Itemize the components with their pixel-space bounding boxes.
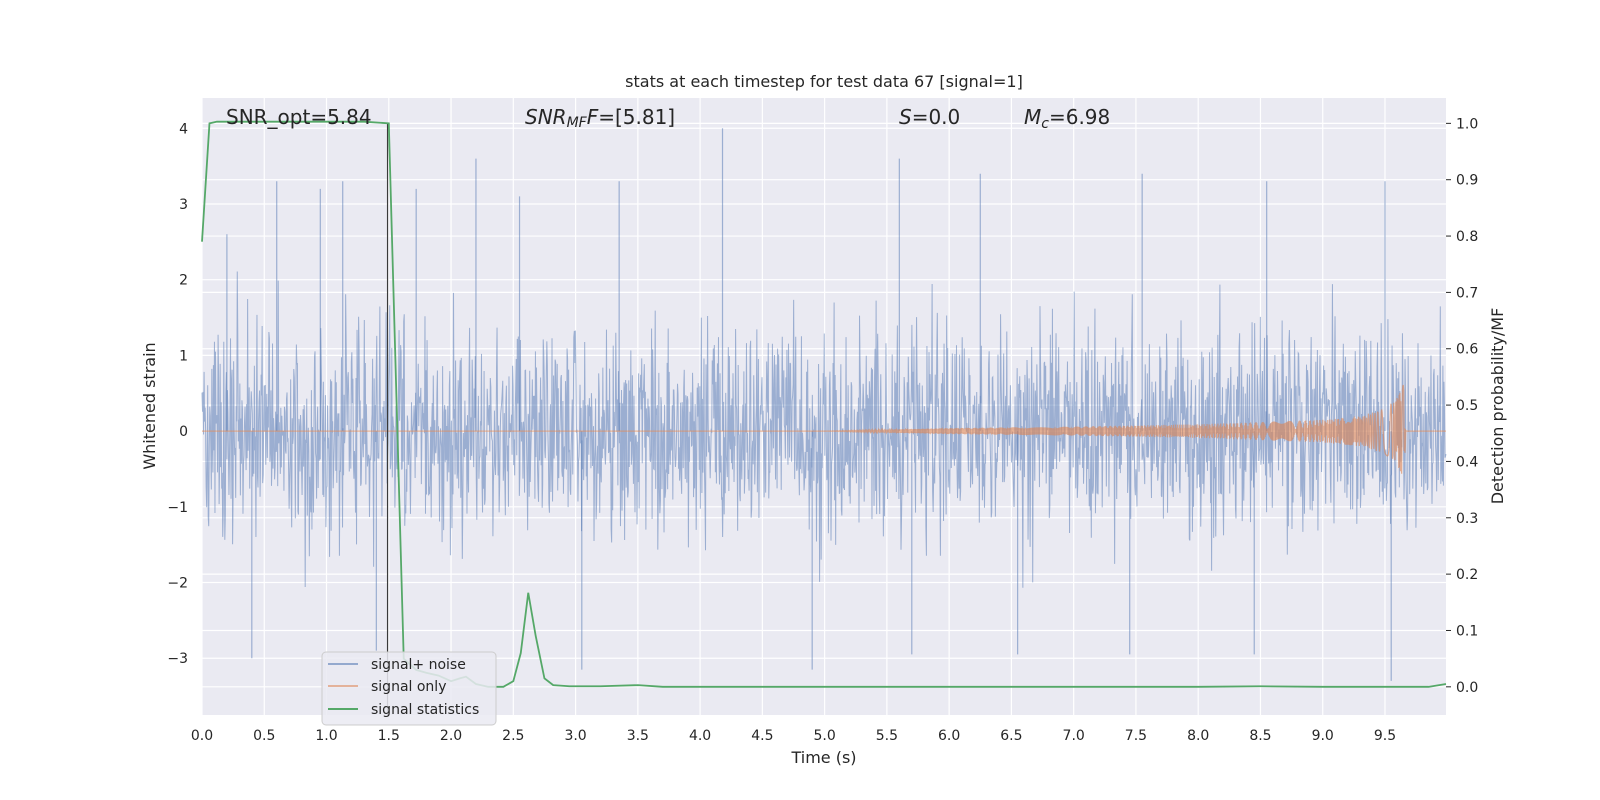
x-tick-label: 4.5 bbox=[751, 728, 773, 744]
x-tick-label: 2.0 bbox=[440, 728, 462, 744]
x-tick-label: 5.5 bbox=[876, 728, 898, 744]
signal-statistics-series bbox=[201, 120, 1447, 688]
y-tick-label: 3 bbox=[179, 197, 188, 213]
y-tick-label: −1 bbox=[167, 500, 188, 516]
y-right-tick-label: 0.9 bbox=[1456, 173, 1478, 189]
y-right-tick-label: 0.5 bbox=[1456, 398, 1478, 414]
signal-only-series bbox=[202, 384, 1446, 474]
annotation-mc: Mc=6.98 bbox=[1024, 105, 1110, 132]
x-tick-label: 1.0 bbox=[315, 728, 337, 744]
x-tick-label: 3.5 bbox=[627, 728, 649, 744]
signal-only-line bbox=[202, 384, 1446, 474]
x-tick-label: 9.0 bbox=[1312, 728, 1334, 744]
x-axis-label: Time (s) bbox=[790, 748, 856, 767]
y-right-tick-label: 0.4 bbox=[1456, 454, 1478, 470]
y-tick-label: 2 bbox=[179, 273, 188, 289]
x-tick-label: 4.0 bbox=[689, 728, 711, 744]
x-tick-label: 6.0 bbox=[938, 728, 960, 744]
annotation-s: S=0.0 bbox=[899, 105, 960, 129]
x-tick-label: 6.5 bbox=[1000, 728, 1022, 744]
y-axis-label: Whitened strain bbox=[140, 342, 159, 469]
x-tick-label: 1.5 bbox=[378, 728, 400, 744]
y-right-tick-label: 0.1 bbox=[1456, 623, 1478, 639]
legend-label-signal-noise: signal+ noise bbox=[371, 657, 466, 673]
signal-noise-series bbox=[201, 128, 1447, 681]
x-tick-label: 9.5 bbox=[1374, 728, 1396, 744]
x-tick-label: 7.5 bbox=[1125, 728, 1147, 744]
x-tick-label: 5.0 bbox=[813, 728, 835, 744]
annotation-snr-mf: SNRMFF=[5.81] bbox=[525, 105, 675, 131]
y-right-tick-label: 0.0 bbox=[1456, 680, 1478, 696]
y-right-axis-label: Detection probability/MF bbox=[1488, 308, 1507, 505]
y-tick-label: 1 bbox=[179, 348, 188, 364]
y-right-tick-label: 0.6 bbox=[1456, 342, 1478, 358]
y-tick-label: −3 bbox=[167, 651, 188, 667]
y-tick-label: 0 bbox=[179, 424, 188, 440]
legend-box bbox=[321, 651, 497, 726]
y-right-axis-ticks: 0.0 0.1 0.2 0.3 0.4 0.5 0.6 0.7 0.8 0.9 1.0 bbox=[1446, 116, 1478, 696]
x-tick-label: 8.5 bbox=[1249, 728, 1271, 744]
y-right-tick-label: 1.0 bbox=[1456, 116, 1478, 132]
y-axis-ticks: −3 −2 −1 0 1 2 3 4 bbox=[167, 121, 188, 667]
legend: signal+ noise signal only signal statist… bbox=[321, 651, 497, 726]
x-tick-label: 0.0 bbox=[191, 728, 213, 744]
x-tick-label: 3.0 bbox=[564, 728, 586, 744]
y-tick-label: −2 bbox=[167, 576, 188, 592]
x-tick-label: 8.0 bbox=[1187, 728, 1209, 744]
x-tick-label: 2.5 bbox=[502, 728, 524, 744]
y-right-tick-label: 0.7 bbox=[1456, 285, 1478, 301]
legend-label-signal-statistics: signal statistics bbox=[371, 702, 479, 718]
y-right-tick-label: 0.2 bbox=[1456, 567, 1478, 583]
x-tick-label: 0.5 bbox=[253, 728, 275, 744]
legend-label-signal-only: signal only bbox=[371, 679, 446, 695]
x-tick-label: 7.0 bbox=[1063, 728, 1085, 744]
chart-title: stats at each timestep for test data 67 … bbox=[625, 72, 1023, 91]
x-axis-ticks: 0.0 0.5 1.0 1.5 2.0 2.5 3.0 3.5 4.0 4.5 5.0 5.5 6.0 6… bbox=[191, 728, 1396, 744]
signal-statistics-line bbox=[201, 120, 1447, 688]
y-right-tick-label: 0.8 bbox=[1456, 229, 1478, 245]
y-tick-label: 4 bbox=[179, 121, 188, 137]
y-right-tick-label: 0.3 bbox=[1456, 511, 1478, 527]
signal-noise-line bbox=[201, 271, 1447, 588]
annotation-snr-opt: SNR_opt=5.84 bbox=[226, 105, 372, 129]
